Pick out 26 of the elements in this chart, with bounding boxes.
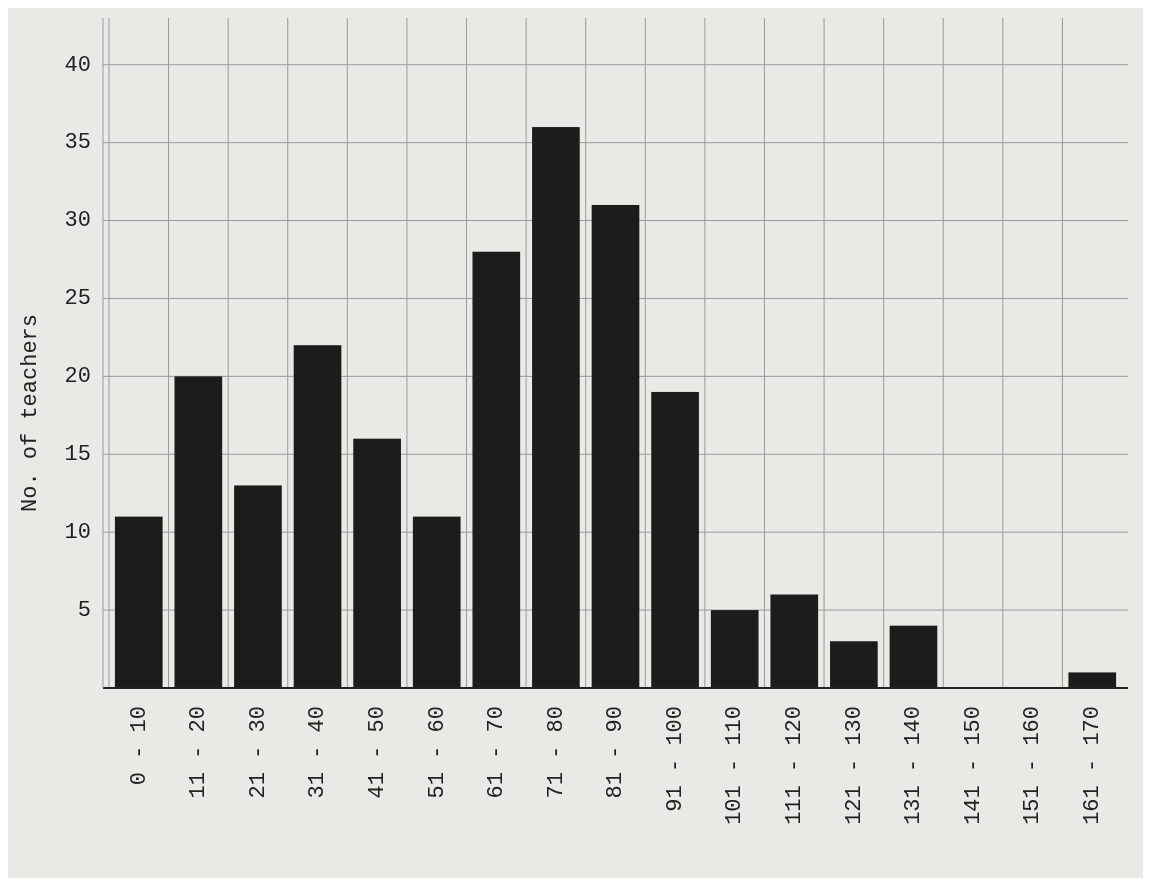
- x-tick-label: 61 - 70: [484, 706, 510, 799]
- x-tick-label: 121 - 130: [841, 706, 867, 825]
- y-tick-label: 20: [64, 364, 91, 390]
- x-tick-label: 81 - 90: [603, 706, 629, 799]
- y-tick-label: 25: [64, 286, 91, 312]
- x-tick-label: 21 - 30: [245, 706, 271, 799]
- x-tick-label: 41 - 50: [364, 706, 390, 799]
- y-tick-label: 15: [64, 442, 91, 468]
- x-tick-label: 51 - 60: [424, 706, 450, 799]
- y-axis-title: No. of teachers: [17, 313, 43, 513]
- y-tick-label: 35: [64, 130, 91, 156]
- x-tick-label: 161 - 170: [1080, 706, 1106, 825]
- x-tick-label: 91 - 100: [662, 706, 688, 812]
- x-tick-label: 101 - 110: [722, 706, 748, 825]
- y-tick-label: 10: [64, 520, 91, 545]
- x-tick-label: 31 - 40: [305, 706, 331, 799]
- x-tick-label: 11 - 20: [186, 706, 212, 799]
- x-tick-label: 131 - 140: [901, 706, 927, 825]
- x-tick-label: 111 - 120: [782, 706, 808, 825]
- y-tick-label: 5: [77, 597, 91, 623]
- y-tick-label: 40: [64, 52, 91, 78]
- x-tick-label: 0 - 10: [126, 706, 152, 786]
- y-tick-label: 30: [64, 208, 91, 234]
- x-tick-label: 71 - 80: [543, 706, 569, 799]
- x-tick-label: 151 - 160: [1020, 706, 1046, 825]
- x-tick-label: 141 - 150: [960, 706, 986, 825]
